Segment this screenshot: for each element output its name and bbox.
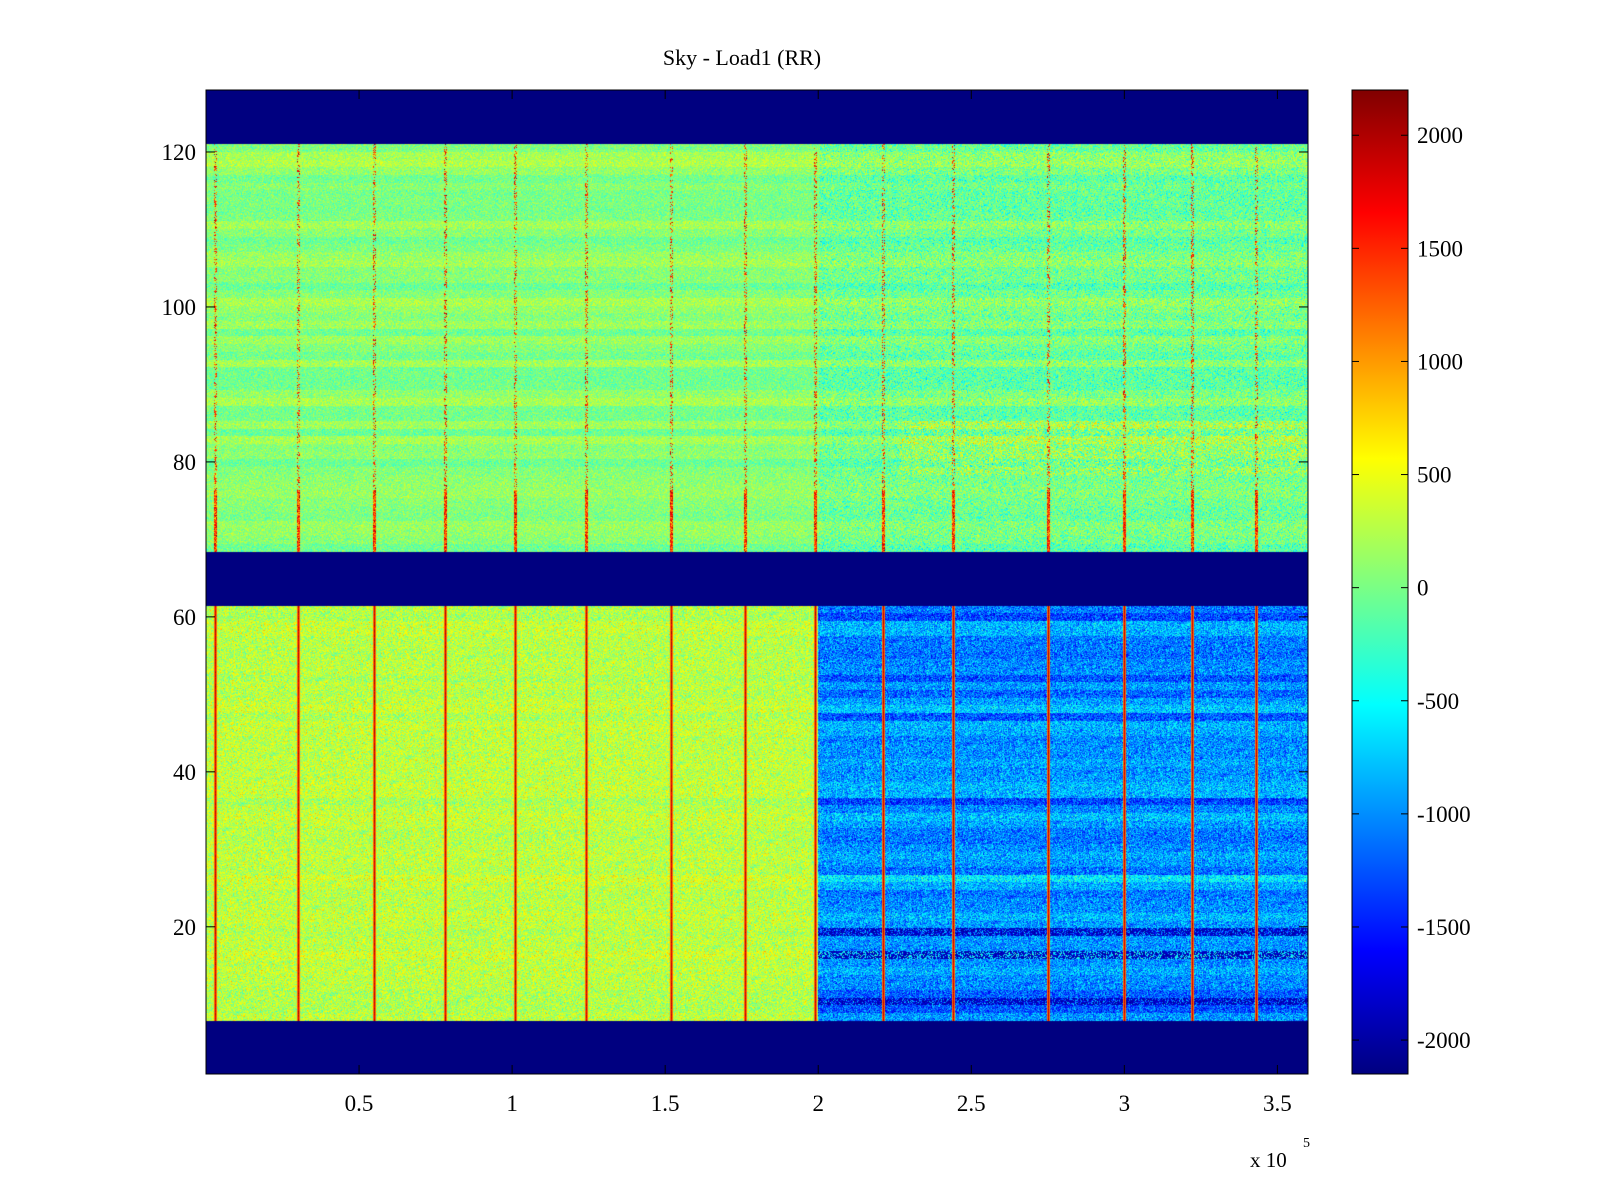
colorbar-tick-label: 500 <box>1417 463 1452 488</box>
heatmap-plot-area <box>205 89 1309 1075</box>
x-tick-label: 0.5 <box>345 1091 374 1116</box>
heatmap-image <box>206 90 1308 1074</box>
y-tick-label: 20 <box>173 915 196 940</box>
colorbar-tick-label: 1000 <box>1417 349 1463 374</box>
colorbar-tick-label: -2000 <box>1417 1028 1471 1053</box>
colorbar-ticks: 2000 1500 1000 500 0 -500 -1000 -1500 -2000 <box>1352 123 1471 1053</box>
y-tick-label: 80 <box>173 450 196 475</box>
y-tick-label: 60 <box>173 605 196 630</box>
chart-title: Sky - Load1 (RR) <box>663 45 821 70</box>
colorbar-tick-label: -1000 <box>1417 802 1471 827</box>
colorbar-tick-label: 2000 <box>1417 123 1463 148</box>
colorbar-gradient <box>1352 90 1408 1074</box>
colorbar-tick-label: 1500 <box>1417 236 1463 261</box>
colorbar-frame <box>1351 89 1409 1075</box>
x-tick-label: 2 <box>812 1091 824 1116</box>
colorbar-tick-label: 0 <box>1417 576 1429 601</box>
y-tick-label: 100 <box>162 295 197 320</box>
x-tick-label: 1.5 <box>651 1091 680 1116</box>
y-tick-label: 40 <box>173 760 196 785</box>
x-axis: 0.5 1 1.5 2 2.5 3 3.5 <box>345 90 1292 1116</box>
x-tick-label: 3.5 <box>1263 1091 1292 1116</box>
colorbar-tick-label: -1500 <box>1417 915 1471 940</box>
colorbar: 2000 1500 1000 500 0 -500 -1000 -1500 -2000 <box>1351 89 1471 1075</box>
x-tick-label: 3 <box>1119 1091 1131 1116</box>
x-tick-label: 2.5 <box>957 1091 986 1116</box>
x-tick-label: 1 <box>506 1091 518 1116</box>
x-exponent-base: x 10 <box>1250 1148 1287 1172</box>
y-tick-label: 120 <box>162 140 197 165</box>
plot-frame <box>205 89 1309 1075</box>
x-exponent-label: x 10 <box>1250 1148 1287 1172</box>
x-exponent-power: 5 <box>1303 1136 1310 1151</box>
y-axis: 20 40 60 80 100 120 <box>162 140 1308 940</box>
colorbar-tick-label: -500 <box>1417 689 1459 714</box>
